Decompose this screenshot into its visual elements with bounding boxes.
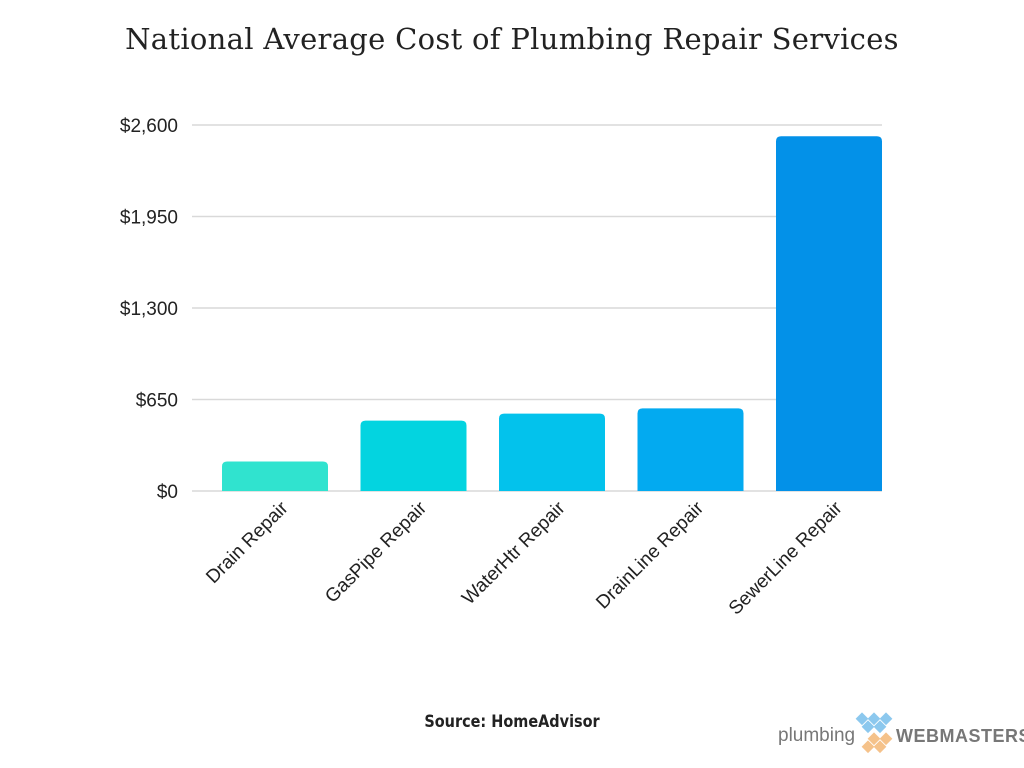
bar [360, 420, 467, 491]
y-tick-label: $2,600 [120, 116, 178, 137]
x-tick-label: DrainLine Repair [592, 497, 708, 613]
y-tick-label: $1,300 [120, 299, 178, 320]
y-tick-label: $1,950 [120, 208, 178, 229]
logo-text-right: WEBMASTERS [896, 726, 1024, 746]
x-tick-label: WaterHtr Repair [458, 497, 570, 609]
bar [637, 408, 744, 491]
logo-mark-icon [855, 712, 893, 754]
logo: plumbing WEBMASTERS [778, 712, 1024, 760]
chart-title: National Average Cost of Plumbing Repair… [125, 22, 899, 56]
x-tick-label: SewerLine Repair [725, 497, 847, 619]
source-note: Source: HomeAdvisor [424, 712, 600, 732]
logo-text-left: plumbing [778, 725, 856, 746]
x-tick-label: GasPipe Repair [321, 497, 431, 607]
x-tick-label: Drain Repair [202, 497, 293, 588]
bar [222, 461, 328, 491]
bar [776, 136, 882, 491]
bar-chart: $0 $650 $1,300 $1,950 $2,600 Drain Repair GasP… [120, 116, 882, 619]
y-tick-label: $0 [157, 482, 178, 503]
y-tick-label: $650 [136, 391, 178, 412]
bar [499, 413, 605, 491]
